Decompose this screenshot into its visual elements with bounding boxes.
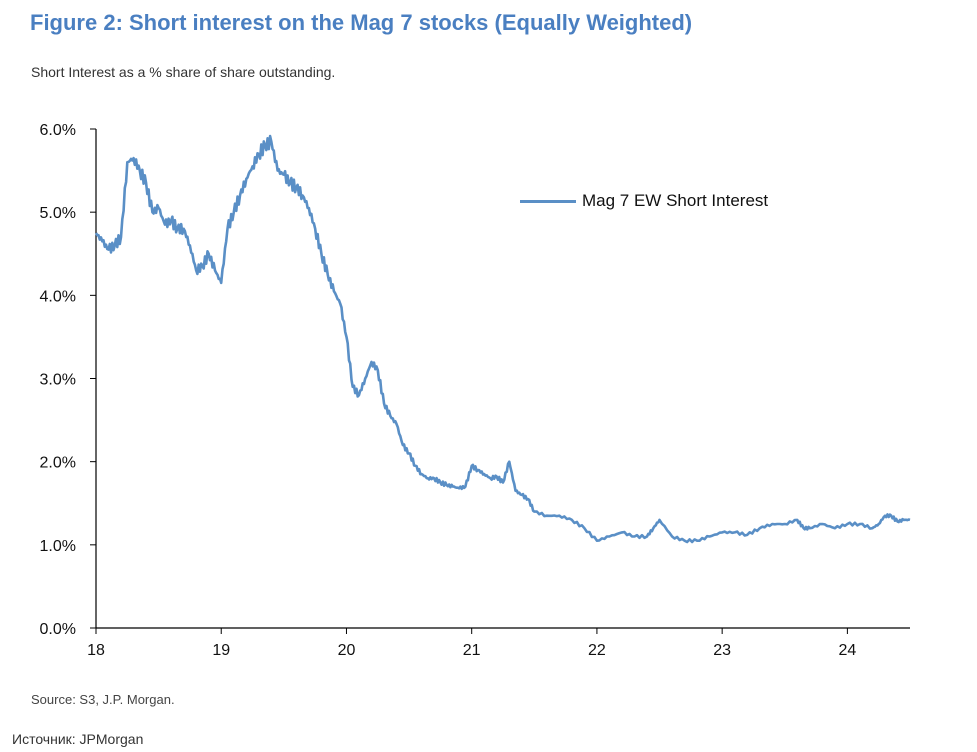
x-tick-label: 23 bbox=[713, 642, 731, 659]
caption-text: Источник: JPMorgan bbox=[12, 731, 144, 747]
y-tick-label: 4.0% bbox=[40, 288, 76, 305]
chart-subtitle: Short Interest as a % share of share out… bbox=[31, 64, 336, 80]
y-tick-label: 3.0% bbox=[40, 372, 76, 389]
legend-swatch bbox=[520, 199, 576, 203]
chart-title: Figure 2: Short interest on the Mag 7 st… bbox=[30, 10, 693, 35]
y-tick-label: 2.0% bbox=[40, 455, 76, 472]
y-tick-label: 5.0% bbox=[40, 205, 76, 222]
series-line-0 bbox=[94, 134, 911, 544]
legend-label: Mag 7 EW Short Interest bbox=[582, 191, 769, 210]
chart-legend: Mag 7 EW Short Interest bbox=[520, 191, 768, 211]
plot-area bbox=[94, 134, 911, 544]
x-tick-label: 19 bbox=[212, 642, 230, 659]
chart-axes: 0.0% 1.0% 2.0% 3.0% 4.0% 5.0% 6.0% 18 19 20 21 22 23… bbox=[40, 122, 910, 659]
x-tick-label: 18 bbox=[87, 642, 105, 659]
source-note: Source: S3, J.P. Morgan. bbox=[31, 692, 175, 707]
x-tick-label: 20 bbox=[338, 642, 356, 659]
x-tick-label: 24 bbox=[838, 642, 856, 659]
y-tick-label: 6.0% bbox=[40, 122, 76, 139]
x-tick-label: 21 bbox=[463, 642, 481, 659]
x-tick-label: 22 bbox=[588, 642, 606, 659]
y-tick-label: 0.0% bbox=[40, 621, 76, 638]
y-tick-label: 1.0% bbox=[40, 538, 76, 555]
